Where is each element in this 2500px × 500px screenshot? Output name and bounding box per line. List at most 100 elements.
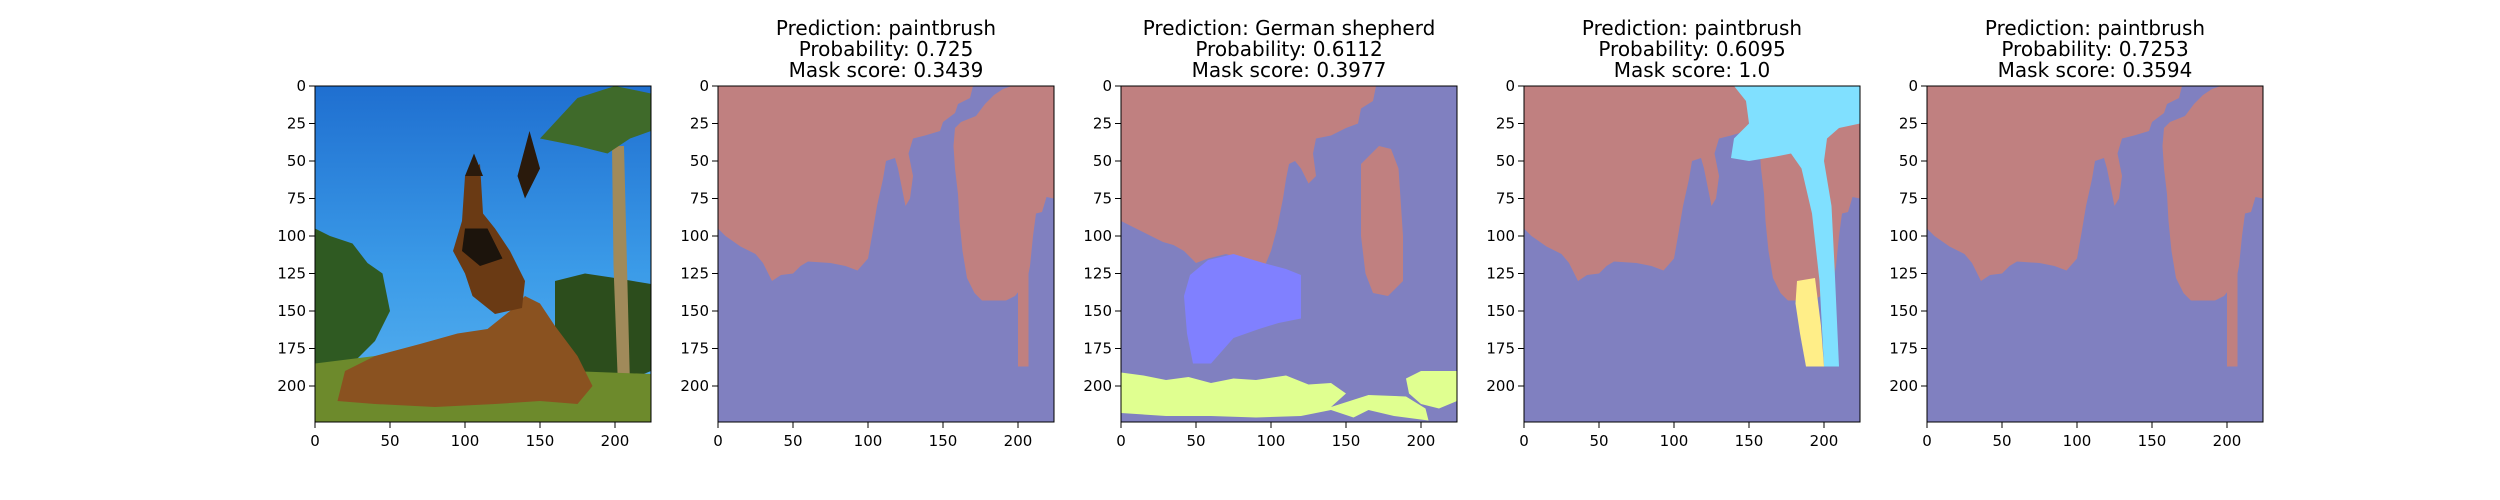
title-line: Probability: 0.7253 bbox=[2001, 37, 2189, 61]
x-tick-label: 200 bbox=[1407, 432, 1436, 450]
y-tick-label: 100 bbox=[680, 227, 709, 245]
y-tick-label: 125 bbox=[1486, 265, 1515, 283]
subplot-axes: 0 50 100 150 200 0 25 50 75 100 125 150 175 200 bbox=[1083, 77, 1458, 450]
mask-pole-region bbox=[1018, 273, 1029, 367]
y-tick-label: 25 bbox=[690, 115, 709, 133]
x-tick-label: 200 bbox=[2213, 432, 2242, 450]
y-tick-label: 0 bbox=[699, 77, 709, 95]
y-tick-label: 175 bbox=[680, 340, 709, 358]
y-tick-label: 175 bbox=[1486, 340, 1515, 358]
x-tick-label: 50 bbox=[1186, 432, 1205, 450]
y-tick-label: 75 bbox=[1899, 190, 1918, 208]
x-tick-label: 0 bbox=[1519, 432, 1529, 450]
subplot-axes: 0 50 100 150 200 0 25 50 75 100 125 150 175 200 bbox=[680, 77, 1055, 450]
subplot-2: Prediction: paintbrush Probability: 0.725… bbox=[680, 0, 1086, 460]
y-tick-label: 100 bbox=[277, 227, 306, 245]
x-tick-label: 0 bbox=[713, 432, 723, 450]
mask-sky-region bbox=[1121, 86, 1376, 269]
mask-trunk-patch-region bbox=[1795, 278, 1824, 367]
y-tick-label: 200 bbox=[277, 377, 306, 395]
y-tick-label: 75 bbox=[1496, 190, 1515, 208]
y-tick-label: 0 bbox=[296, 77, 306, 95]
title-line: Prediction: paintbrush bbox=[1581, 16, 1803, 40]
y-tick-label: 200 bbox=[1486, 377, 1515, 395]
y-tick-label: 100 bbox=[1083, 227, 1112, 245]
y-tick-label: 75 bbox=[287, 190, 306, 208]
photo-trees-left bbox=[315, 228, 390, 371]
x-tick-label: 150 bbox=[1332, 432, 1361, 450]
x-tick-label: 100 bbox=[1660, 432, 1689, 450]
segmentation-mask bbox=[1121, 86, 1457, 422]
y-tick-label: 50 bbox=[287, 152, 306, 170]
mask-sky-region-right bbox=[953, 86, 1054, 301]
subplot-title: Prediction: paintbrush Probability: 0.725… bbox=[1895, 18, 2295, 81]
axes-frame bbox=[1523, 85, 1861, 423]
subplot-axes: 0 50 100 150 200 0 25 50 75 100 125 150 175 200 bbox=[1889, 77, 2264, 450]
photo-palm-trunk bbox=[612, 146, 630, 386]
y-tick-label: 75 bbox=[690, 190, 709, 208]
y-tick-label: 50 bbox=[690, 152, 709, 170]
x-tick-label: 150 bbox=[526, 432, 555, 450]
y-tick-label: 150 bbox=[1083, 302, 1112, 320]
segmentation-mask bbox=[718, 86, 1054, 422]
y-tick-label: 50 bbox=[1496, 152, 1515, 170]
title-line: Probability: 0.6095 bbox=[1598, 37, 1786, 61]
y-tick-label: 150 bbox=[680, 302, 709, 320]
photo-dog-muzzle bbox=[462, 228, 503, 266]
x-tick-label: 100 bbox=[1257, 432, 1286, 450]
x-tick-label: 100 bbox=[854, 432, 883, 450]
segmentation-mask bbox=[1524, 86, 1860, 422]
y-tick-label: 25 bbox=[1093, 115, 1112, 133]
input-image bbox=[315, 86, 651, 422]
y-tick-label: 200 bbox=[1083, 377, 1112, 395]
x-tick-label: 50 bbox=[783, 432, 802, 450]
y-tick-label: 150 bbox=[1486, 302, 1515, 320]
y-tick-label: 100 bbox=[1486, 227, 1515, 245]
x-tick-label: 200 bbox=[601, 432, 630, 450]
y-tick-label: 175 bbox=[1889, 340, 1918, 358]
x-tick-label: 0 bbox=[310, 432, 320, 450]
y-tick-label: 25 bbox=[287, 115, 306, 133]
y-tick-label: 25 bbox=[1496, 115, 1515, 133]
subplot-4: Prediction: paintbrush Probability: 0.609… bbox=[1486, 0, 1892, 460]
mask-pole-region bbox=[2227, 273, 2238, 367]
x-tick-label: 100 bbox=[451, 432, 480, 450]
axes-frame bbox=[1926, 85, 2264, 423]
title-line: Mask score: 0.3977 bbox=[1191, 58, 1387, 82]
x-tick-label: 150 bbox=[2138, 432, 2167, 450]
y-tick-label: 50 bbox=[1899, 152, 1918, 170]
subplot-1: 0 50 100 150 200 0 25 50 75 100 125 150 175 200 bbox=[277, 0, 683, 460]
y-tick-label: 50 bbox=[1093, 152, 1112, 170]
y-tick-label: 125 bbox=[1889, 265, 1918, 283]
y-tick-label: 175 bbox=[1083, 340, 1112, 358]
y-tick-label: 125 bbox=[1083, 265, 1112, 283]
x-tick-label: 0 bbox=[1116, 432, 1126, 450]
y-tick-label: 175 bbox=[277, 340, 306, 358]
x-tick-label: 150 bbox=[1735, 432, 1764, 450]
mask-sky-region-right bbox=[2162, 86, 2263, 301]
title-line: Mask score: 0.3439 bbox=[788, 58, 984, 82]
x-tick-label: 0 bbox=[1922, 432, 1932, 450]
mask-sky-region bbox=[1524, 86, 1779, 281]
title-line: Prediction: paintbrush bbox=[775, 16, 997, 40]
y-tick-label: 125 bbox=[277, 265, 306, 283]
mask-tree-region bbox=[1361, 146, 1403, 296]
photo-dog-body bbox=[337, 296, 593, 407]
photo-dog-ear-right bbox=[517, 131, 540, 199]
photo-dog-ear-left bbox=[465, 153, 483, 176]
y-tick-label: 25 bbox=[1899, 115, 1918, 133]
y-tick-label: 125 bbox=[680, 265, 709, 283]
y-tick-label: 150 bbox=[277, 302, 306, 320]
y-tick-label: 150 bbox=[1889, 302, 1918, 320]
x-tick-label: 50 bbox=[1992, 432, 2011, 450]
title-line: Mask score: 1.0 bbox=[1613, 58, 1771, 82]
y-tick-label: 0 bbox=[1908, 77, 1918, 95]
axes-frame bbox=[1120, 85, 1458, 423]
x-tick-label: 200 bbox=[1004, 432, 1033, 450]
mask-grass-region-right bbox=[1406, 371, 1457, 409]
axes-frame bbox=[314, 85, 652, 423]
y-tick-label: 200 bbox=[1889, 377, 1918, 395]
segmentation-mask bbox=[1927, 86, 2263, 422]
y-tick-label: 0 bbox=[1102, 77, 1112, 95]
y-tick-label: 200 bbox=[680, 377, 709, 395]
